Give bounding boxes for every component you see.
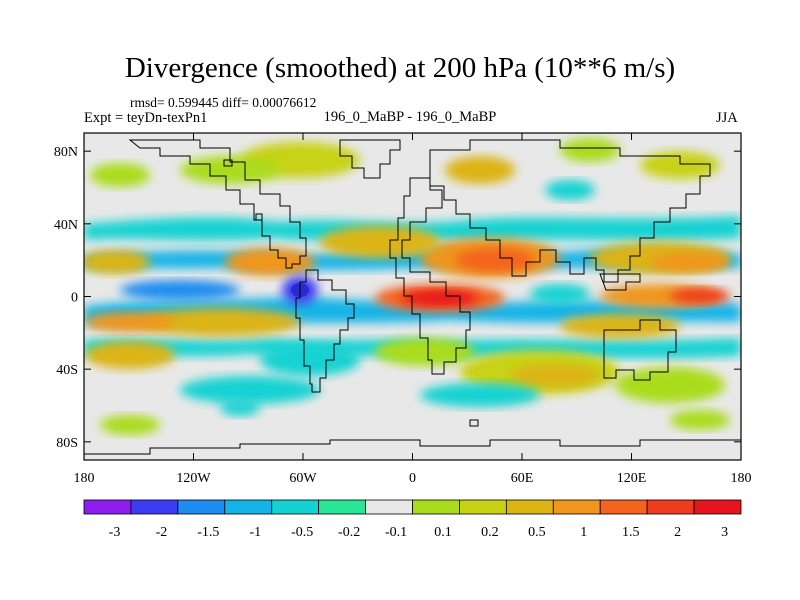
colorbar-label: 0.5 (528, 525, 546, 540)
colorbar-swatch (505, 499, 554, 515)
colorbar-swatch (552, 499, 601, 515)
longitude-axis: 180 120W 60W 0 60E 120E 180 (74, 133, 752, 486)
lon-tick-label: 0 (409, 471, 416, 486)
colorbar-swatch (83, 499, 132, 515)
colorbar-swatch (599, 499, 648, 515)
stats-line: rmsd= 0.599445 diff= 0.00076612 (130, 95, 317, 110)
lat-tick-label: 0 (71, 291, 78, 306)
colorbar-swatch (365, 499, 413, 515)
map-area (84, 133, 741, 460)
colorbar-swatch (412, 499, 460, 515)
colorbar-swatch (459, 499, 507, 515)
plot-title: Divergence (smoothed) at 200 hPa (10**6 … (124, 52, 676, 84)
lon-tick-label: 60W (289, 471, 317, 486)
colorbar-swatch (177, 499, 226, 515)
case-label: 196_0_MaBP - 196_0_MaBP (323, 109, 497, 125)
colorbar-label: 1 (580, 525, 587, 540)
lat-tick-label: 40N (54, 218, 78, 233)
colorbar-label: -0.2 (338, 525, 360, 540)
lon-tick-label: 180 (731, 471, 752, 486)
colorbar-label: 3 (721, 525, 728, 540)
colorbar-swatch (646, 499, 695, 515)
colorbar-swatch (693, 499, 742, 515)
colorbar-swatch (224, 499, 273, 515)
colorbar-swatch (318, 499, 366, 515)
colorbar-label: 2 (674, 525, 681, 540)
lon-tick-label: 120W (176, 471, 211, 486)
colorbar-label: -1 (249, 525, 261, 540)
lon-tick-label: 60E (511, 471, 534, 486)
latitude-axis: 80N 40N 0 40S 80S (54, 145, 741, 451)
colorbar-swatch (271, 499, 320, 515)
lon-tick-label: 120E (617, 471, 647, 486)
colorbar-label: 1.5 (622, 525, 640, 540)
colorbar-label: -0.5 (291, 525, 313, 540)
lat-tick-label: 40S (56, 363, 78, 378)
colorbar-label: -1.5 (197, 525, 219, 540)
experiment-label: Expt = teyDn-texPn1 (84, 110, 208, 126)
colorbar-label: 0.2 (481, 525, 499, 540)
lat-tick-label: 80N (54, 145, 78, 160)
lon-tick-label: 180 (74, 471, 95, 486)
colorbar-label: -2 (156, 525, 168, 540)
season-label: JJA (716, 110, 738, 126)
colorbar-swatch (130, 499, 179, 515)
continent-outline (84, 139, 741, 455)
colorbar-label: 0.1 (434, 525, 452, 540)
colorbar-label: -0.1 (385, 525, 407, 540)
colorbar-label: -3 (109, 525, 121, 540)
colorbar: -3 -2 -1.5 -1 -0.5 -0.2 -0.1 0.1 0.2 0.5 1 1.5 2 3 (83, 499, 742, 540)
lat-tick-label: 80S (56, 436, 78, 451)
